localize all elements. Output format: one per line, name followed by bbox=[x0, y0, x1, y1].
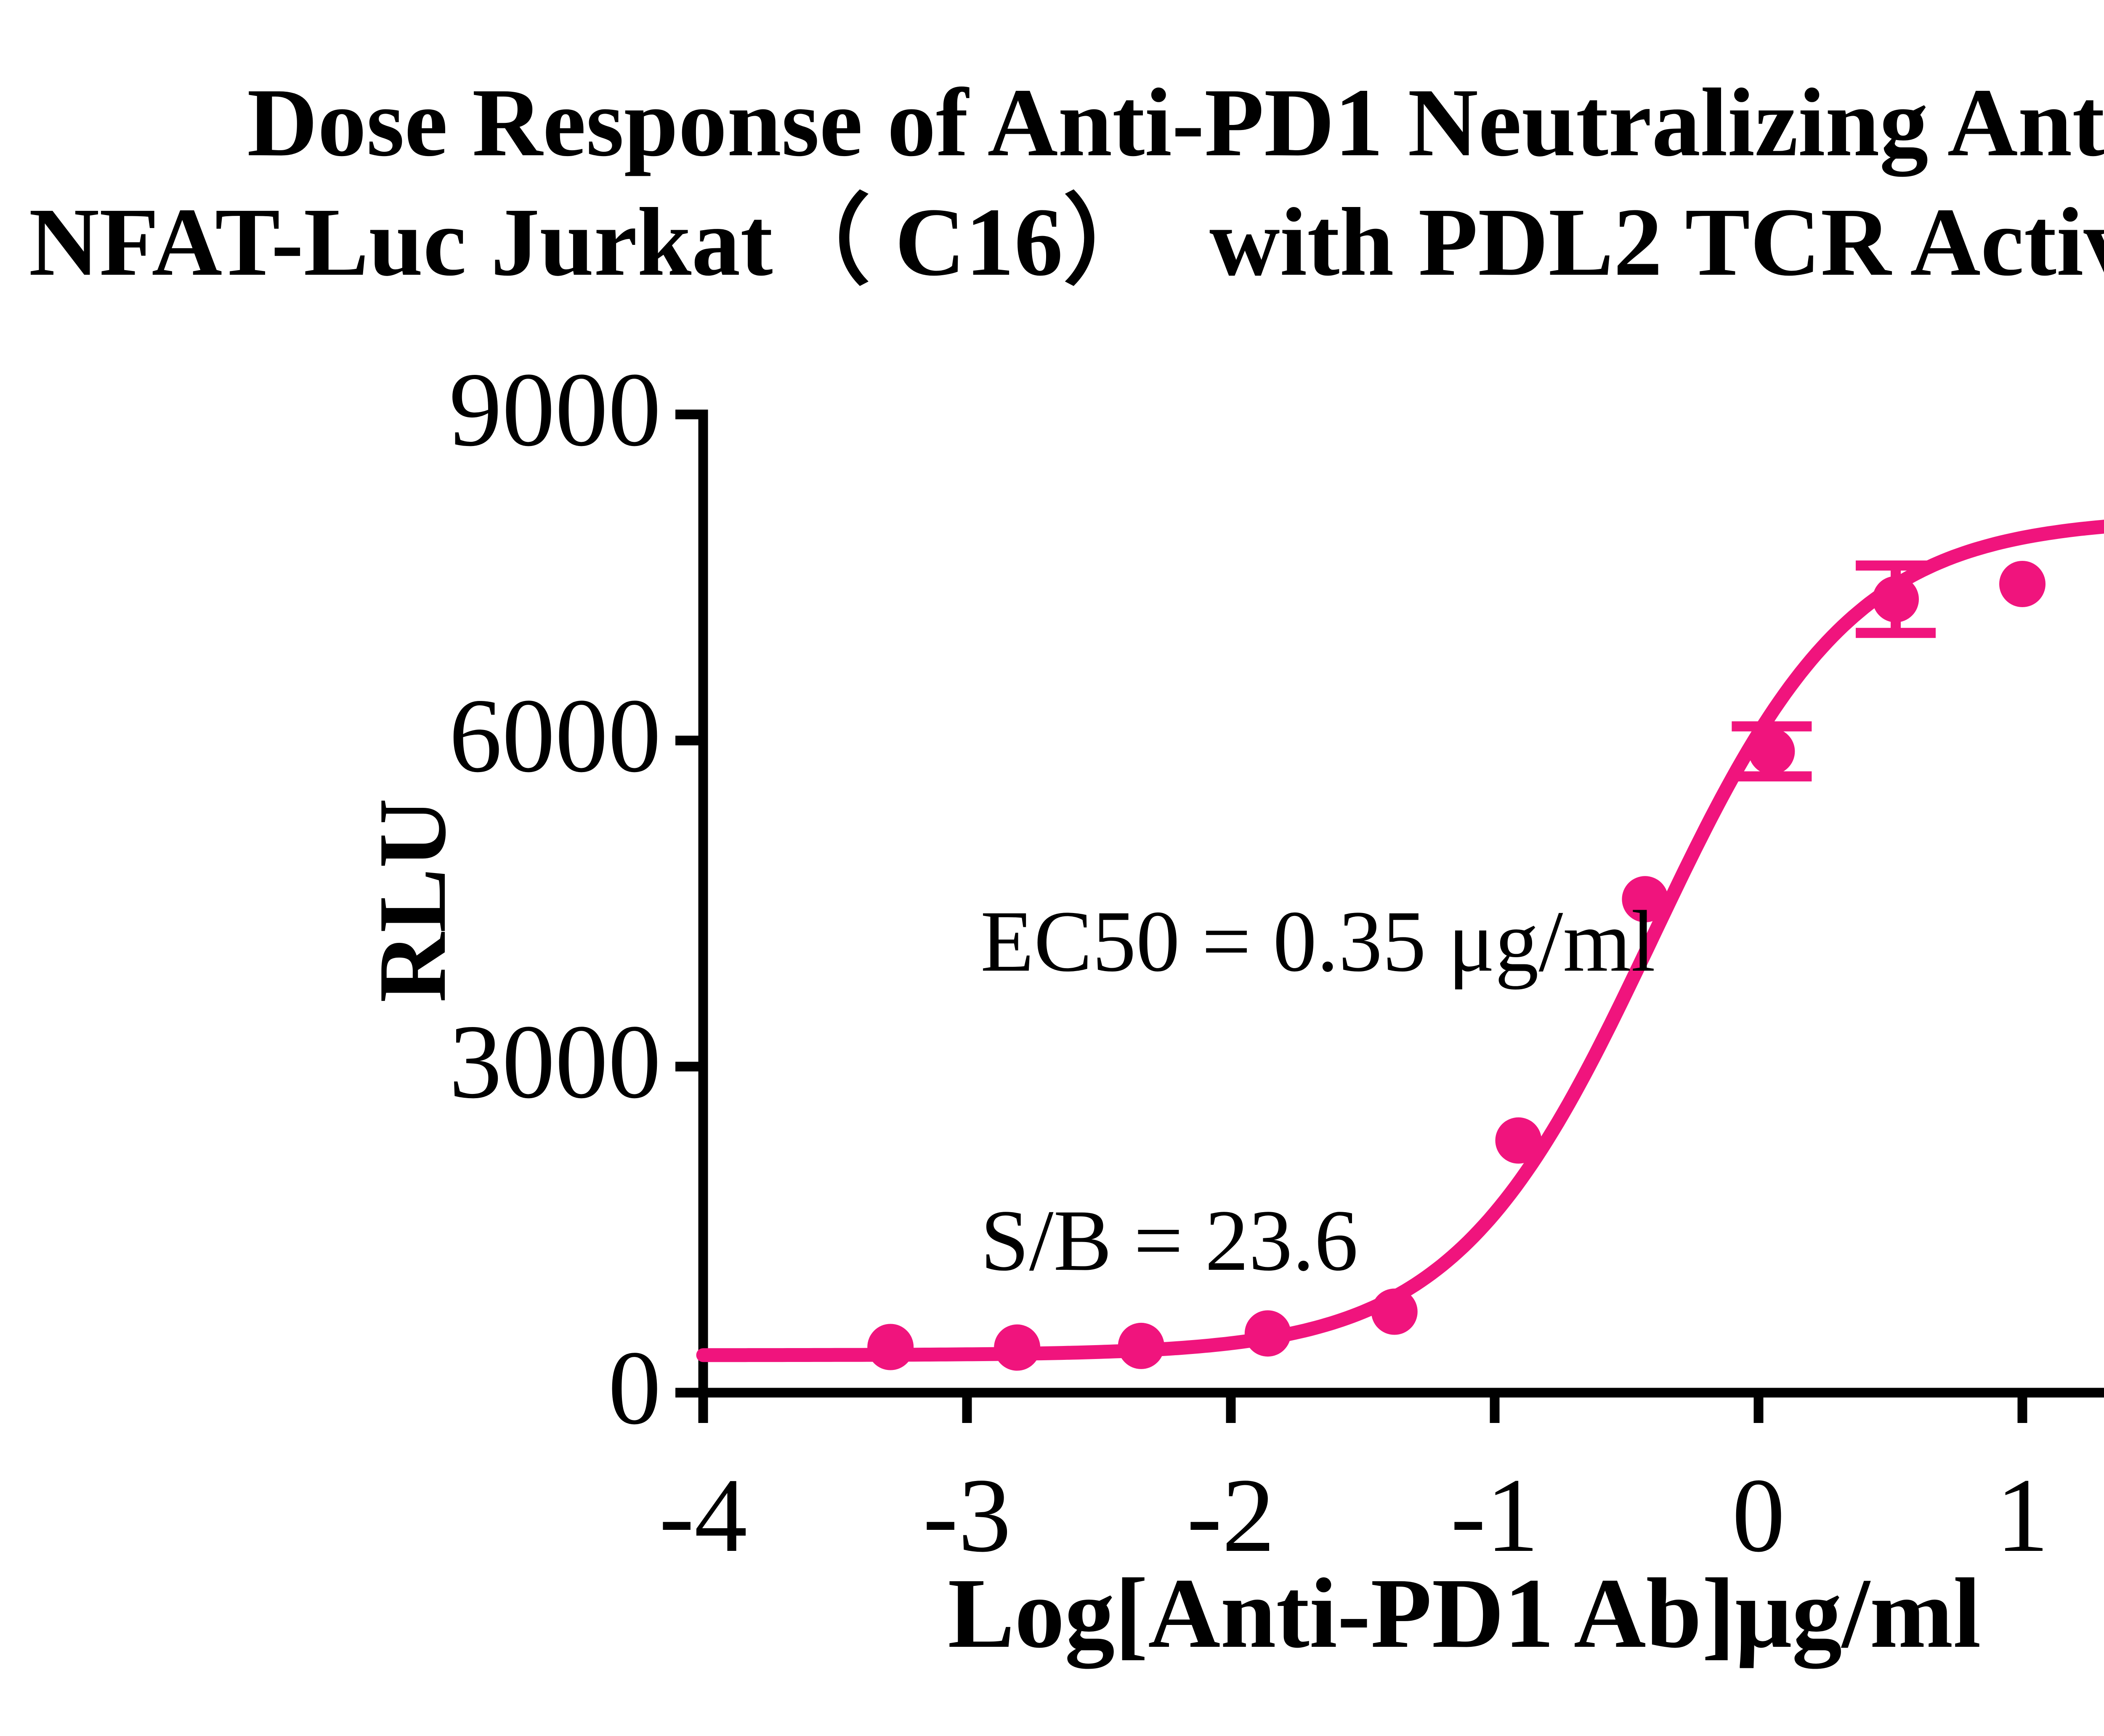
data-point bbox=[1873, 576, 1919, 623]
x-tick-label: 0 bbox=[1732, 1456, 1785, 1574]
data-point bbox=[1244, 1310, 1291, 1357]
data-point bbox=[1999, 561, 2046, 607]
data-point bbox=[1118, 1322, 1164, 1369]
signal-background-text: S/B = 23.6 bbox=[980, 1192, 1358, 1289]
y-tick-label: 9000 bbox=[449, 350, 661, 468]
x-tick-label: -2 bbox=[1187, 1456, 1275, 1574]
y-tick-label: 3000 bbox=[449, 1002, 661, 1120]
chart-title: Dose Response of Anti-PD1 Neutralizing A… bbox=[0, 63, 2104, 302]
data-point bbox=[994, 1324, 1041, 1371]
y-tick-label: 6000 bbox=[449, 676, 661, 794]
x-axis-label: Log[Anti-PD1 Ab]μg/ml bbox=[948, 1558, 1981, 1669]
data-point bbox=[1495, 1117, 1542, 1164]
x-tick-label: -3 bbox=[923, 1456, 1011, 1574]
data-point bbox=[1622, 876, 1668, 923]
chart-title-line1: Dose Response of Anti-PD1 Neutralizing A… bbox=[247, 69, 2104, 177]
fit-annotation: EC50 = 0.35 μg/ml S/B = 23.6 bbox=[980, 692, 1655, 1490]
data-point bbox=[867, 1324, 914, 1370]
x-tick-label: -1 bbox=[1450, 1456, 1539, 1574]
chart-title-line2: NFAT-Luc Jurkat（ C16） with PDL2 TCR Acti… bbox=[29, 188, 2104, 296]
x-tick-label: -4 bbox=[659, 1456, 747, 1574]
data-point bbox=[1748, 728, 1795, 775]
data-point bbox=[1371, 1288, 1418, 1335]
ec50-value-text: EC50 = 0.35 μg/ml bbox=[980, 893, 1655, 990]
y-tick-label: 0 bbox=[608, 1328, 661, 1447]
x-tick-label: 1 bbox=[1996, 1456, 2049, 1574]
